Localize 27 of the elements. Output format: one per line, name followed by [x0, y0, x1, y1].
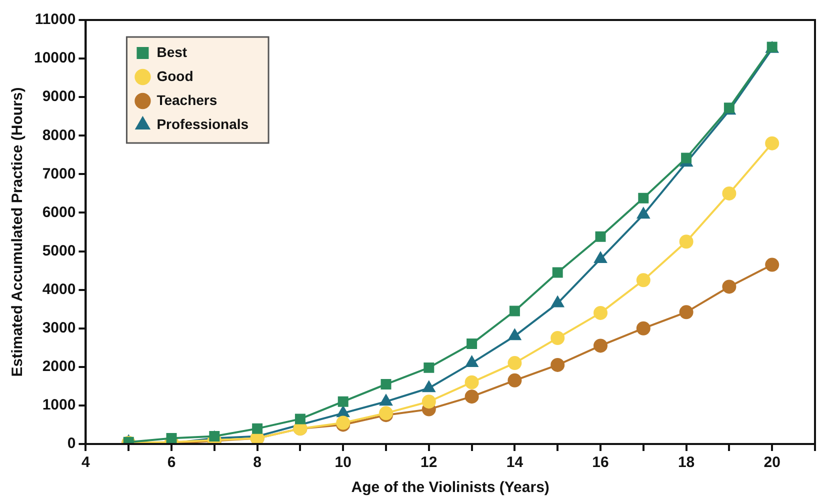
y-tick-label: 9000 [42, 88, 76, 106]
y-tick-label: 6000 [42, 204, 76, 221]
x-axis-title: Age of the Violinists (Years) [351, 479, 550, 496]
y-tick-label: 4000 [42, 280, 76, 298]
legend-label: Good [156, 68, 194, 84]
legend-label: Best [156, 44, 188, 60]
y-tick-label: 7000 [42, 165, 76, 182]
y-tick-label: 8000 [42, 126, 76, 144]
x-tick-label: 10 [334, 454, 352, 472]
y-tick-label: 11000 [34, 11, 76, 28]
x-tick-label: 8 [253, 454, 262, 472]
x-tick-label: 20 [764, 454, 780, 472]
y-tick-label: 0 [67, 435, 76, 452]
x-tick-label: 16 [592, 454, 609, 472]
y-tick-label: 2000 [42, 358, 76, 376]
x-tick-label: 6 [167, 454, 176, 472]
y-tick-label: 10000 [34, 50, 76, 67]
y-tick-label: 1000 [42, 396, 76, 414]
x-tick-label: 4 [82, 454, 91, 472]
x-tick-label: 14 [506, 454, 524, 472]
legend-label: Professionals [156, 116, 249, 132]
y-axis-title: Estimated Accumulated Practice (Hours) [9, 87, 26, 377]
x-tick-label: 18 [678, 454, 695, 472]
legend-label: Teachers [156, 92, 218, 108]
y-tick-label: 3000 [42, 320, 76, 337]
y-tick-label: 5000 [42, 242, 76, 260]
x-tick-label: 12 [420, 454, 438, 472]
